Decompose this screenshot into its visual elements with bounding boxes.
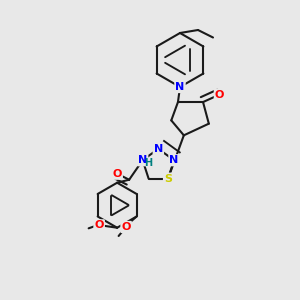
Text: N: N (176, 82, 184, 92)
Text: N: N (169, 155, 178, 165)
Text: N: N (138, 155, 147, 165)
Text: O: O (122, 222, 131, 232)
Text: N: N (154, 144, 163, 154)
Text: H: H (144, 158, 152, 168)
Text: O: O (94, 220, 104, 230)
Text: S: S (164, 174, 172, 184)
Text: O: O (215, 90, 224, 100)
Text: O: O (112, 169, 122, 179)
